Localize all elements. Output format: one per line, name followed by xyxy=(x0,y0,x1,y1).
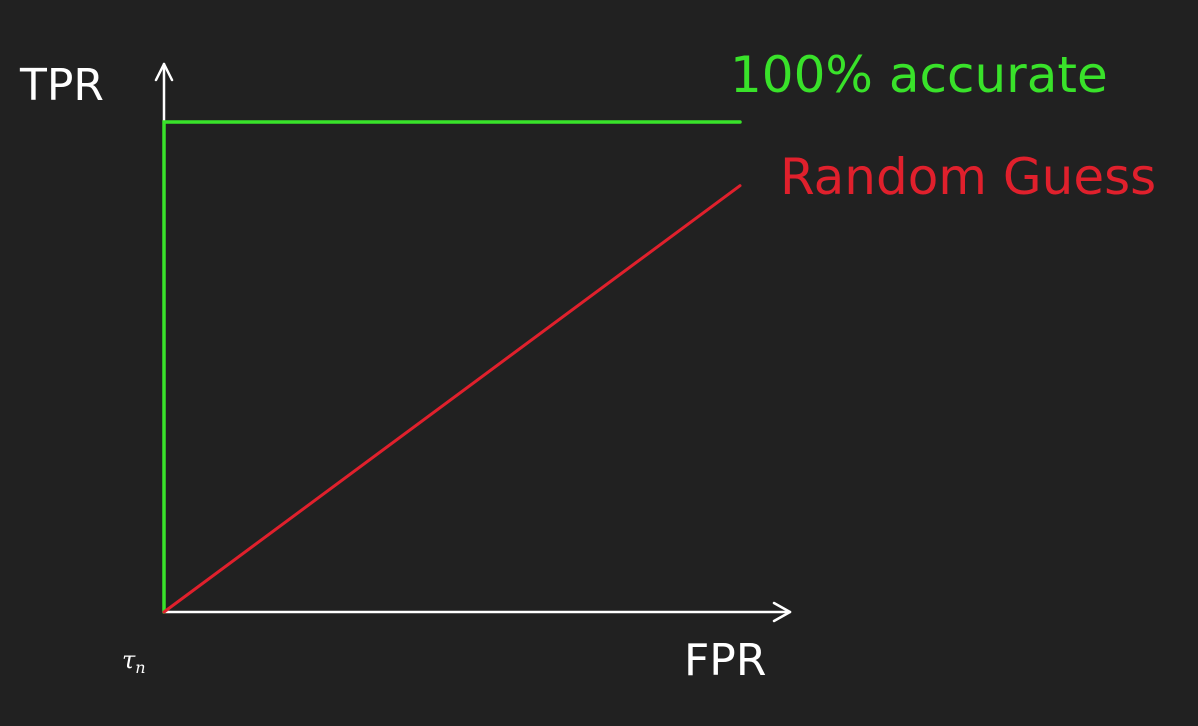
x-axis-arrowhead xyxy=(772,601,792,623)
perfect-classifier-label: 100% accurate xyxy=(730,46,1108,104)
random-guess-curve xyxy=(162,184,742,614)
y-axis-arrowhead xyxy=(154,62,174,82)
perfect-classifier-curve xyxy=(162,120,742,614)
origin-label: τn xyxy=(122,646,146,677)
origin-subscript: n xyxy=(135,658,145,677)
y-axis-label: TPR xyxy=(19,60,104,111)
x-axis-label: FPR xyxy=(684,635,766,686)
axes xyxy=(154,62,792,623)
random-guess-label: Random Guess xyxy=(780,148,1156,206)
